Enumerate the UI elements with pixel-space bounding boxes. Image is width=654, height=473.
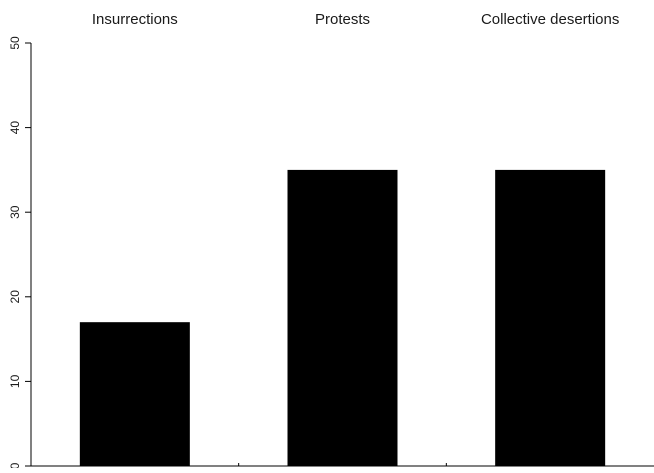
bar [287,169,398,466]
bar [79,322,190,466]
category-label: Collective desertions [481,11,619,28]
category-label: Insurrections [92,11,178,28]
y-tick-label: 10 [8,374,22,388]
y-tick-label: 40 [8,121,22,135]
y-tick-label: 50 [8,36,22,50]
bars [79,169,606,466]
bar [495,169,606,466]
category-label: Protests [315,11,370,28]
y-tick-label: 20 [8,290,22,304]
y-tick-label: 30 [8,205,22,219]
category-labels: Insurrections Protests Collective desertio… [92,11,619,28]
y-axis: 0 10 20 30 40 50 [8,36,32,469]
y-tick-label: 0 [8,462,22,468]
